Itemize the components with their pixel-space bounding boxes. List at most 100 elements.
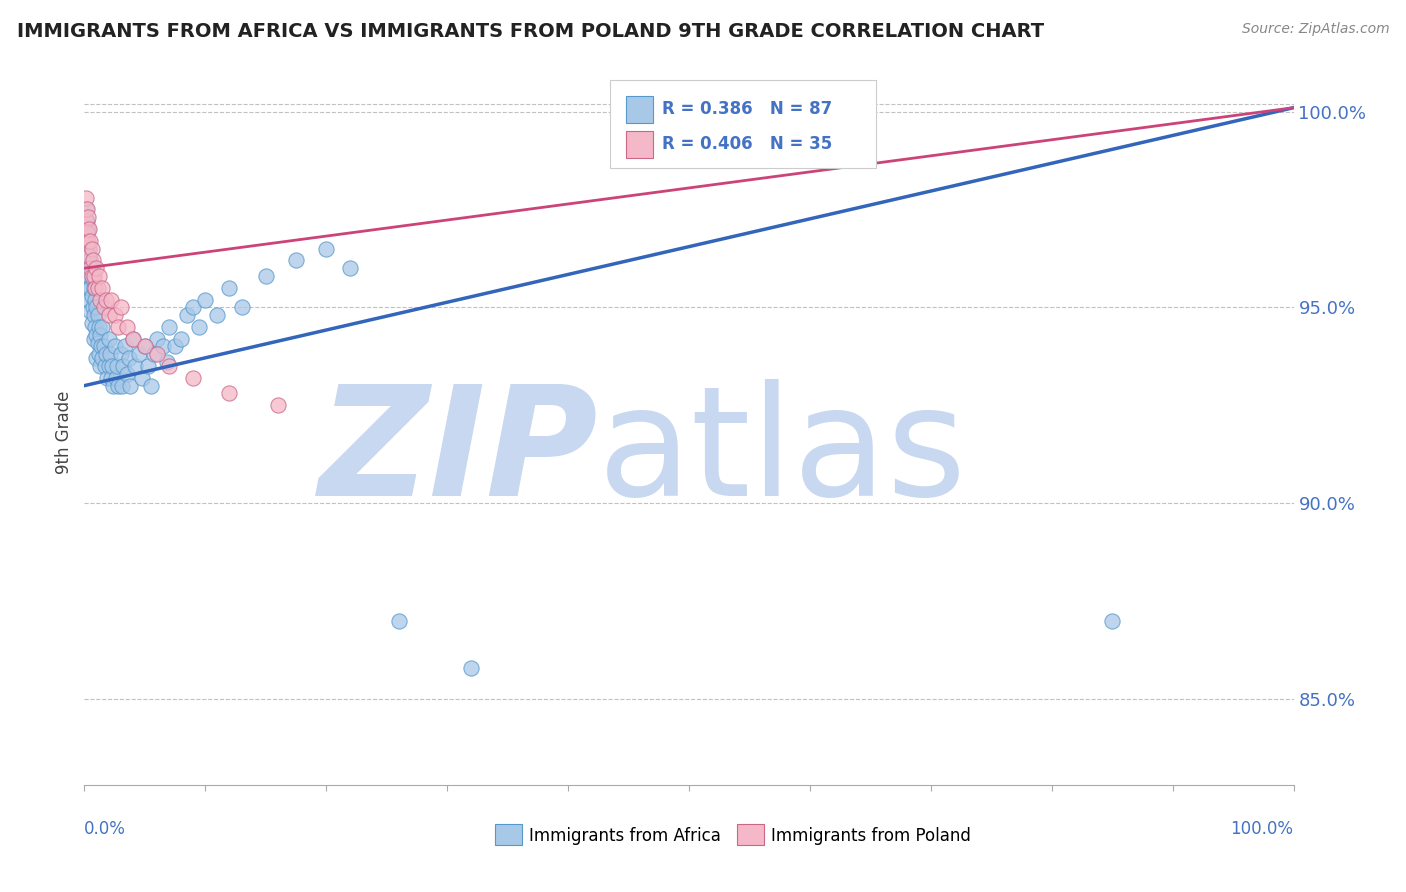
Point (105, 359, 128, 373)
Point (207, 308, 229, 322)
Point (91, 351, 114, 366)
Text: IMMIGRANTS FROM AFRICA VS IMMIGRANTS FROM POLAND 9TH GRADE CORRELATION CHART: IMMIGRANTS FROM AFRICA VS IMMIGRANTS FRO… (17, 22, 1045, 41)
Point (79, 304, 101, 318)
Point (89, 293, 111, 307)
Point (89, 327, 111, 342)
Point (80, 261, 103, 276)
Text: Source: ZipAtlas.com: Source: ZipAtlas.com (1241, 22, 1389, 37)
Point (96, 371, 118, 385)
Point (82, 301, 104, 315)
Point (138, 359, 160, 373)
Point (83, 281, 105, 295)
Point (115, 319, 138, 334)
Point (87, 268, 110, 283)
Point (104, 339, 127, 353)
Point (87, 319, 110, 334)
Point (107, 319, 129, 334)
Point (77, 293, 100, 307)
Point (111, 378, 134, 392)
Point (267, 398, 290, 412)
Point (1101, 614, 1123, 628)
Text: 100.0%: 100.0% (1230, 821, 1294, 838)
Point (121, 332, 143, 346)
Text: R = 0.406   N = 35: R = 0.406 N = 35 (662, 136, 832, 153)
Point (76, 214, 98, 228)
Point (84, 281, 107, 295)
Point (90, 339, 112, 353)
Point (86, 351, 108, 366)
Text: atlas: atlas (599, 379, 967, 528)
Point (100, 293, 122, 307)
Point (254, 268, 277, 283)
Point (94, 293, 117, 307)
Point (218, 281, 240, 295)
Point (79, 253, 101, 268)
Point (157, 359, 180, 373)
Point (98, 347, 121, 361)
Point (388, 614, 411, 628)
Point (165, 339, 187, 353)
Point (76, 226, 98, 240)
Point (128, 347, 150, 361)
Point (315, 242, 337, 256)
Point (83, 308, 105, 322)
Point (86, 301, 108, 315)
Point (124, 359, 146, 373)
Point (134, 339, 156, 353)
Point (114, 339, 136, 353)
Point (94, 347, 117, 361)
Point (91, 319, 114, 334)
Point (76, 202, 98, 217)
Point (75, 230, 97, 244)
Point (82, 253, 104, 268)
Point (104, 371, 127, 385)
Point (89, 359, 111, 373)
Bar (495, 823, 522, 845)
Bar (737, 823, 763, 845)
Text: 0.0%: 0.0% (84, 821, 127, 838)
Point (84, 293, 107, 307)
Point (121, 332, 143, 346)
Point (110, 347, 132, 361)
Point (80, 316, 103, 330)
Point (139, 378, 162, 392)
Point (104, 308, 127, 322)
Text: Immigrants from Africa: Immigrants from Africa (529, 827, 721, 845)
Point (152, 339, 174, 353)
FancyBboxPatch shape (610, 80, 876, 169)
Point (181, 301, 204, 315)
Point (86, 327, 108, 342)
Point (231, 301, 253, 315)
Bar (626, 95, 652, 122)
Point (77, 211, 100, 225)
Point (218, 386, 240, 401)
Point (101, 359, 124, 373)
Point (134, 339, 156, 353)
Point (77, 249, 100, 263)
Point (77, 242, 100, 256)
Point (83, 268, 105, 283)
Point (194, 293, 217, 307)
Point (84, 319, 107, 334)
Point (77, 268, 100, 283)
Point (97, 359, 120, 373)
Point (80, 268, 103, 283)
Point (103, 378, 125, 392)
Y-axis label: 9th Grade: 9th Grade (55, 391, 73, 475)
Point (76, 237, 98, 252)
Point (181, 371, 204, 385)
Point (155, 355, 177, 369)
Point (100, 371, 122, 385)
Point (75, 249, 97, 263)
Point (188, 319, 211, 334)
Point (146, 347, 169, 361)
Point (97, 332, 120, 346)
Point (460, 660, 482, 674)
Point (77, 222, 100, 236)
Point (79, 261, 101, 276)
Point (110, 301, 132, 315)
Point (82, 273, 104, 287)
Point (79, 281, 101, 295)
Point (93, 339, 115, 353)
Point (77, 234, 100, 248)
